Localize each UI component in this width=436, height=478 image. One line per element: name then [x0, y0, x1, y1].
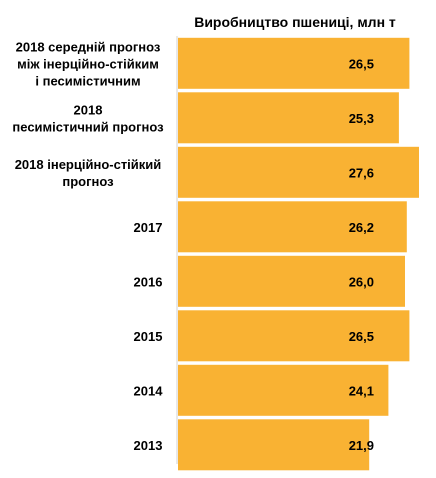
value-label-4: 26,0: [349, 274, 374, 289]
bar-7: [178, 419, 370, 471]
category-label-3-line-0: 2017: [134, 220, 163, 235]
category-labels-group: 2018 середній прогноз між інерційно-стійк…: [12, 39, 164, 453]
category-label-6: 2014: [134, 383, 164, 398]
value-label-0: 26,5: [349, 56, 374, 71]
bar-3: [178, 201, 407, 253]
category-label-1-line-0: 2018: [74, 102, 103, 117]
chart-title: Виробництво пшениці, млн т: [194, 14, 396, 30]
value-label-1: 25,3: [349, 111, 374, 126]
category-label-2-line-1: прогноз: [62, 174, 114, 189]
category-label-1-line-1: песимістичний прогноз: [12, 119, 164, 134]
bar-5: [178, 310, 410, 362]
category-label-0-line-1: між інерційно-стійким: [17, 56, 159, 71]
category-label-3: 2017: [134, 220, 163, 235]
bars-group: 26,5 25,3 27,6 26,2 26,0 26,5 24,1 21,9: [178, 37, 419, 471]
category-label-6-line-0: 2014: [134, 383, 164, 398]
category-label-0-line-2: і песимістичним: [35, 73, 140, 88]
bar-4: [178, 255, 405, 307]
value-label-5: 26,5: [349, 329, 374, 344]
category-label-2: 2018 інерційно-стійкий прогноз: [15, 157, 162, 189]
category-label-0: 2018 середній прогноз між інерційно-стійк…: [16, 39, 161, 88]
category-label-7-line-0: 2013: [134, 438, 163, 453]
bar-6: [178, 364, 389, 416]
category-label-7: 2013: [134, 438, 163, 453]
category-label-1: 2018 песимістичний прогноз: [12, 102, 164, 134]
bar-0: [178, 37, 410, 89]
value-label-7: 21,9: [349, 438, 374, 453]
category-label-4: 2016: [134, 274, 163, 289]
category-label-5: 2015: [134, 329, 163, 344]
category-label-2-line-0: 2018 інерційно-стійкий: [15, 157, 162, 172]
value-label-6: 24,1: [349, 383, 374, 398]
category-label-4-line-0: 2016: [134, 274, 163, 289]
value-label-3: 26,2: [349, 220, 374, 235]
bar-2: [178, 146, 419, 198]
category-label-5-line-0: 2015: [134, 329, 163, 344]
category-label-0-line-0: 2018 середній прогноз: [16, 39, 161, 54]
value-label-2: 27,6: [349, 165, 374, 180]
bar-1: [178, 92, 399, 144]
